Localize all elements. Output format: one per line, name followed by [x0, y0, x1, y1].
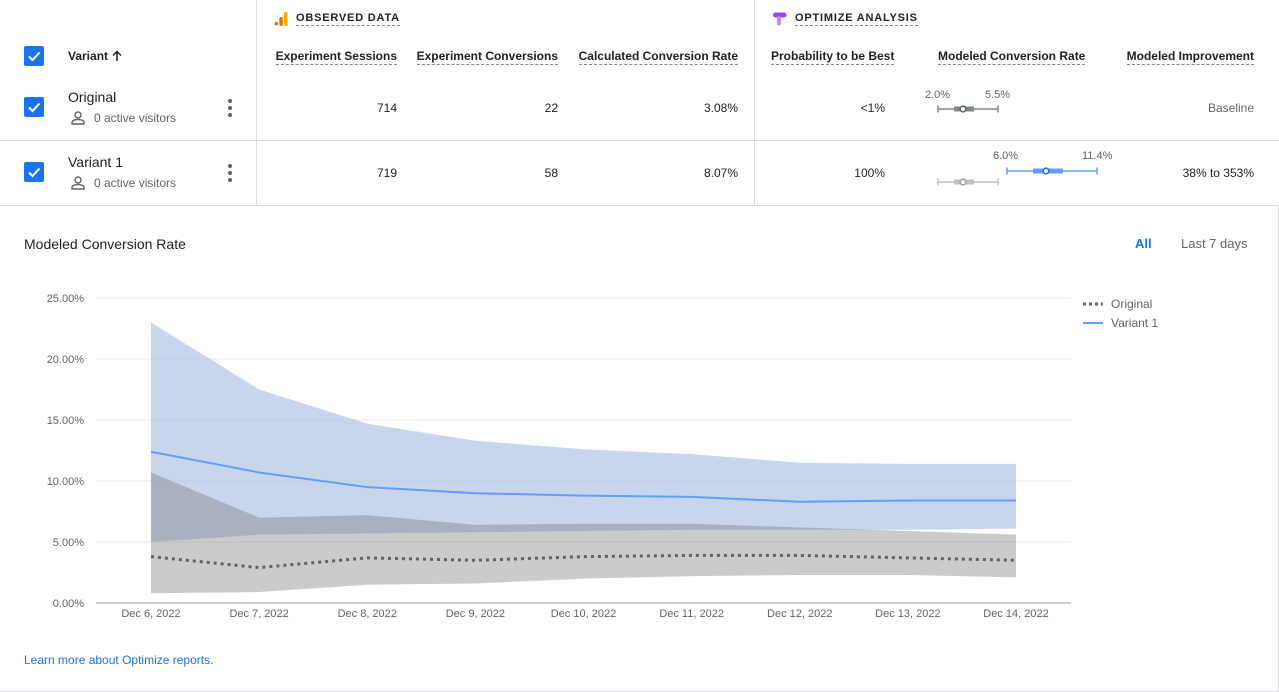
- y-tick-label: 10.00%: [47, 476, 85, 488]
- conversion-rate-value: 8.07%: [703, 166, 738, 180]
- band-original: [151, 472, 1016, 594]
- legend-label: Original: [1111, 297, 1153, 311]
- y-tick-label: 20.00%: [47, 354, 85, 366]
- person-icon: [71, 176, 85, 190]
- y-tick-label: 0.00%: [53, 598, 84, 610]
- conversion-rate-value: 3.08%: [703, 101, 738, 115]
- learn-more-link[interactable]: Learn more about Optimize reports.: [24, 653, 214, 667]
- x-tick-label: Dec 11, 2022: [659, 608, 724, 620]
- range-all-button[interactable]: All: [1135, 236, 1152, 251]
- modeled-improvement-value: 38% to 353%: [1182, 166, 1254, 180]
- legend-item-original[interactable]: Original: [1083, 297, 1152, 311]
- modeled-conversion-rate-chart: 0.00% 5.00% 10.00% 15.00% 20.00% 25.00% Dec 6,…: [47, 293, 1071, 620]
- modeled-range-bar: [937, 105, 999, 113]
- more-options-icon[interactable]: [222, 163, 238, 183]
- person-icon: [71, 111, 85, 125]
- variant-column-label: Variant: [68, 49, 109, 63]
- optimize-icon: [773, 12, 787, 26]
- series-line-original: [150, 553, 1017, 570]
- sessions-value: 719: [376, 166, 397, 180]
- active-visitors: 0 active visitors: [70, 111, 176, 125]
- range-high-label: 11.4%: [1082, 150, 1113, 162]
- arrow-up-icon: [112, 50, 122, 61]
- range-last-7-days-button[interactable]: Last 7 days: [1181, 236, 1248, 251]
- conversions-value: 58: [544, 166, 558, 180]
- optimize-analysis-label: OPTIMIZE ANALYSIS: [795, 12, 918, 26]
- more-options-icon[interactable]: [222, 98, 238, 118]
- modeled-improvement-column-header[interactable]: Modeled Improvement: [1126, 49, 1254, 65]
- conversions-column-header[interactable]: Experiment Conversions: [416, 49, 558, 65]
- probability-best-column-header[interactable]: Probability to be Best: [771, 49, 895, 65]
- y-tick-label: 25.00%: [47, 293, 85, 305]
- modeled-range-bar: [937, 167, 1098, 186]
- range-low-label: 2.0%: [925, 89, 951, 101]
- active-visitors-label: 0 active visitors: [94, 111, 177, 125]
- x-tick-label: Dec 12, 2022: [767, 608, 832, 620]
- probability-best-value: 100%: [854, 166, 885, 180]
- x-tick-label: Dec 6, 2022: [121, 608, 180, 620]
- variant-name: Original: [68, 89, 117, 105]
- x-tick-label: Dec 13, 2022: [875, 608, 940, 620]
- modeled-improvement-value: Baseline: [1207, 101, 1254, 115]
- column-divider: [256, 0, 257, 205]
- active-visitors-label: 0 active visitors: [94, 176, 177, 190]
- conversions-value: 22: [544, 101, 558, 115]
- observed-data-header: OBSERVED DATA: [274, 12, 400, 26]
- x-tick-label: Dec 9, 2022: [446, 608, 505, 620]
- row-checkbox[interactable]: [24, 162, 44, 182]
- conversion-rate-column-header[interactable]: Calculated Conversion Rate: [578, 49, 738, 65]
- range-low-label: 6.0%: [993, 150, 1019, 162]
- check-icon: [28, 51, 41, 62]
- analytics-icon: [274, 12, 288, 26]
- band-variant-1: [151, 322, 1016, 542]
- active-visitors: 0 active visitors: [70, 176, 176, 190]
- check-icon: [28, 167, 41, 178]
- legend-label: Variant 1: [1111, 316, 1159, 330]
- x-tick-label: Dec 10, 2022: [551, 608, 616, 620]
- chart-title: Modeled Conversion Rate: [24, 236, 186, 252]
- legend-swatch-variant: [1083, 322, 1103, 324]
- range-high-label: 5.5%: [985, 89, 1011, 101]
- probability-best-value: <1%: [860, 101, 885, 115]
- optimize-analysis-header: OPTIMIZE ANALYSIS: [772, 12, 918, 26]
- x-tick-label: Dec 14, 2022: [983, 608, 1048, 620]
- select-all-checkbox[interactable]: [24, 46, 44, 66]
- legend-item-variant-1[interactable]: Variant 1: [1083, 316, 1158, 330]
- sessions-column-header[interactable]: Experiment Sessions: [275, 49, 397, 65]
- row-checkbox[interactable]: [24, 97, 44, 117]
- observed-data-label: OBSERVED DATA: [296, 12, 400, 26]
- x-tick-label: Dec 7, 2022: [229, 608, 288, 620]
- y-tick-label: 5.00%: [53, 537, 84, 549]
- variant-name: Variant 1: [68, 154, 123, 170]
- row-divider: [0, 205, 1279, 206]
- row-divider: [0, 140, 1279, 141]
- sessions-value: 714: [376, 101, 397, 115]
- variant-column-header[interactable]: Variant: [68, 49, 123, 63]
- modeled-rate-column-header[interactable]: Modeled Conversion Rate: [938, 49, 1086, 65]
- check-icon: [28, 102, 41, 113]
- legend-swatch-original: [1083, 302, 1103, 306]
- column-divider: [754, 0, 755, 205]
- series-line-variant-1: [150, 450, 1016, 503]
- y-tick-label: 15.00%: [47, 415, 85, 427]
- x-tick-label: Dec 8, 2022: [338, 608, 397, 620]
